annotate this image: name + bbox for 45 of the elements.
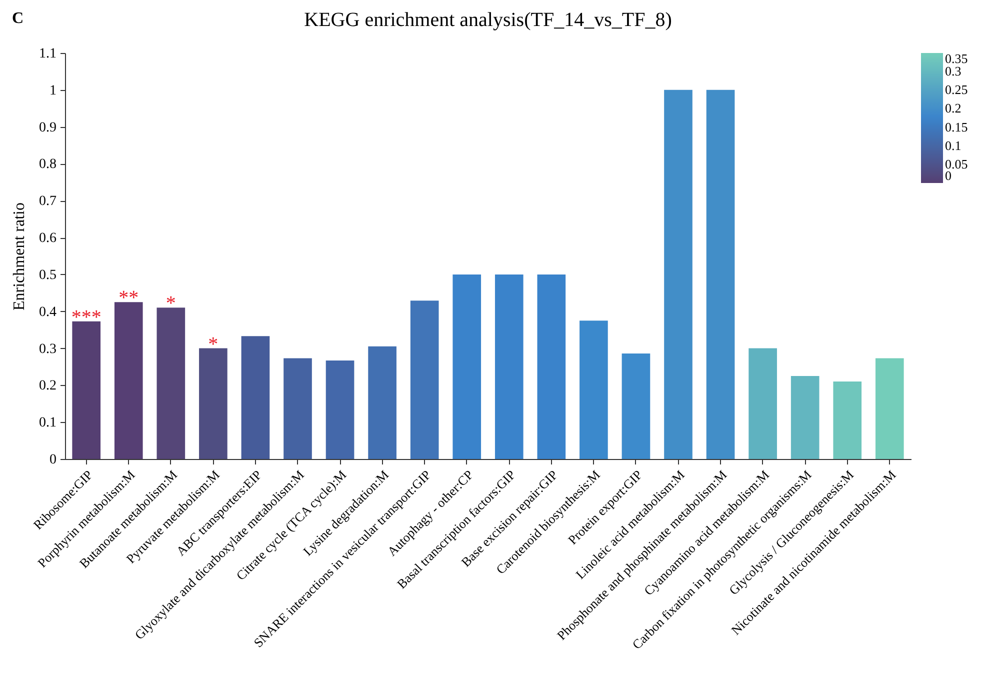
annotation: ** (118, 287, 139, 310)
y-tick-label: 1 (50, 83, 56, 98)
bar (156, 308, 186, 459)
text: C (12, 10, 24, 28)
bar (833, 381, 862, 459)
bar (748, 348, 777, 459)
y-axis-title: Enrichment ratio (11, 202, 28, 310)
color-bar-label: 0.15 (945, 119, 968, 134)
y-tick-label: 0.4 (39, 304, 56, 320)
bar (537, 274, 566, 459)
color-bar-label: 0.3 (945, 64, 962, 79)
color-bar-label: 0.2 (945, 100, 962, 116)
bar (410, 300, 439, 459)
y-tick-label: 0.1 (39, 416, 56, 431)
bar (664, 90, 692, 459)
bar (622, 353, 650, 459)
annotation: * (166, 292, 176, 315)
y-tick-label: 0 (50, 452, 56, 468)
bar (368, 346, 396, 459)
y-tick-label: 0.6 (39, 231, 56, 246)
bar (452, 274, 482, 459)
annotation: * (208, 333, 218, 356)
annotation: *** (71, 306, 102, 328)
color-bar-label: 0.35 (945, 51, 968, 66)
y-tick-label: 1.1 (39, 46, 56, 62)
bar (875, 358, 904, 459)
bar (494, 274, 524, 459)
color-bar-label: 0.25 (945, 82, 968, 98)
bar (199, 348, 228, 459)
bar (326, 360, 354, 459)
bar (284, 358, 312, 459)
bar (241, 336, 270, 459)
bar (790, 376, 820, 459)
y-tick-label: 0.8 (39, 157, 56, 172)
y-tick-label: 0.2 (39, 378, 56, 394)
y-tick-label: 0.5 (39, 268, 56, 283)
y-tick-label: 0.3 (39, 342, 56, 357)
bar (114, 302, 143, 459)
bar (580, 320, 608, 459)
y-tick-label: 0.9 (39, 120, 56, 136)
y-tick-label: 0.7 (39, 194, 56, 210)
bar (72, 321, 101, 459)
color-bar-label: 0.1 (945, 138, 962, 153)
bar (706, 90, 735, 459)
chart-title: KEGG enrichment analysis(TF_14_vs_TF_8) (304, 9, 672, 31)
